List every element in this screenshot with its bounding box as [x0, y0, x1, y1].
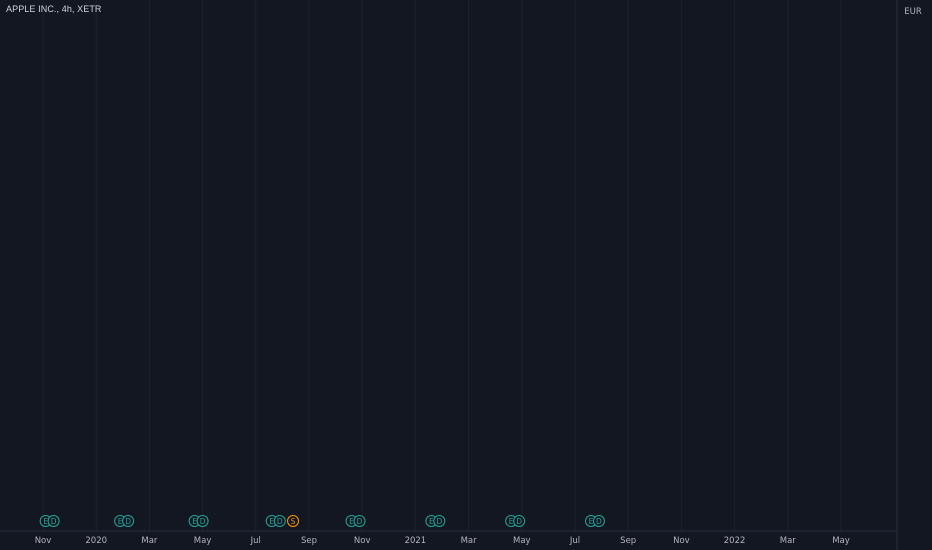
x-axis-ticks[interactable]: Nov 2020 Mar May Jul Sep Nov 2021 Mar May Jul Sep No…: [35, 536, 850, 546]
earnings-marker-label: E: [43, 517, 48, 526]
dividend-marker-icon: [513, 515, 526, 527]
x-tick-label: Sep: [301, 536, 317, 546]
x-tick-label: Mar: [780, 536, 797, 546]
x-tick-label: Jul: [250, 536, 261, 546]
dividend-marker-label: D: [596, 517, 602, 526]
dividend-marker-icon: [592, 515, 605, 527]
dividend-marker-label: D: [200, 517, 206, 526]
dividend-marker-icon: [273, 515, 286, 527]
x-tick-label: 2022: [724, 536, 746, 546]
x-tick-label: Mar: [141, 536, 158, 546]
x-tick-label: Sep: [620, 536, 636, 546]
currency-label: EUR: [904, 7, 922, 17]
split-marker-icon: [287, 515, 300, 527]
x-tick-label: Nov: [35, 536, 52, 546]
dividend-marker-label: D: [436, 517, 442, 526]
earnings-marker-label: E: [509, 517, 514, 526]
dividend-marker-icon: [196, 515, 209, 527]
grid: [42, 0, 842, 531]
dividend-marker-label: D: [277, 517, 283, 526]
axes: [0, 0, 898, 550]
symbol-title[interactable]: APPLE INC., 4h, XETR: [6, 4, 102, 14]
dividend-marker-label: D: [516, 517, 522, 526]
x-tick-label: 2021: [405, 536, 427, 546]
earnings-marker-label: E: [589, 517, 594, 526]
x-tick-label: May: [194, 536, 212, 546]
earnings-marker-label: E: [192, 517, 197, 526]
dividend-marker-icon: [122, 515, 135, 527]
dividend-marker-icon: [433, 515, 446, 527]
x-tick-label: Jul: [569, 536, 580, 546]
x-tick-label: 2020: [85, 536, 107, 546]
split-marker-label: S: [291, 517, 296, 526]
dividend-marker-icon: [47, 515, 60, 527]
dividend-marker-icon: [353, 515, 366, 527]
x-tick-label: May: [832, 536, 850, 546]
x-tick-label: Mar: [461, 536, 478, 546]
earnings-marker-label: E: [118, 517, 123, 526]
dividend-marker-label: D: [357, 517, 363, 526]
x-tick-label: May: [513, 536, 531, 546]
dividend-marker-label: D: [51, 517, 57, 526]
earnings-marker-label: E: [429, 517, 434, 526]
earnings-marker-label: E: [269, 517, 274, 526]
dividend-marker-label: D: [125, 517, 131, 526]
earnings-marker-label: E: [349, 517, 354, 526]
x-tick-label: Nov: [673, 536, 690, 546]
x-tick-label: Nov: [354, 536, 371, 546]
